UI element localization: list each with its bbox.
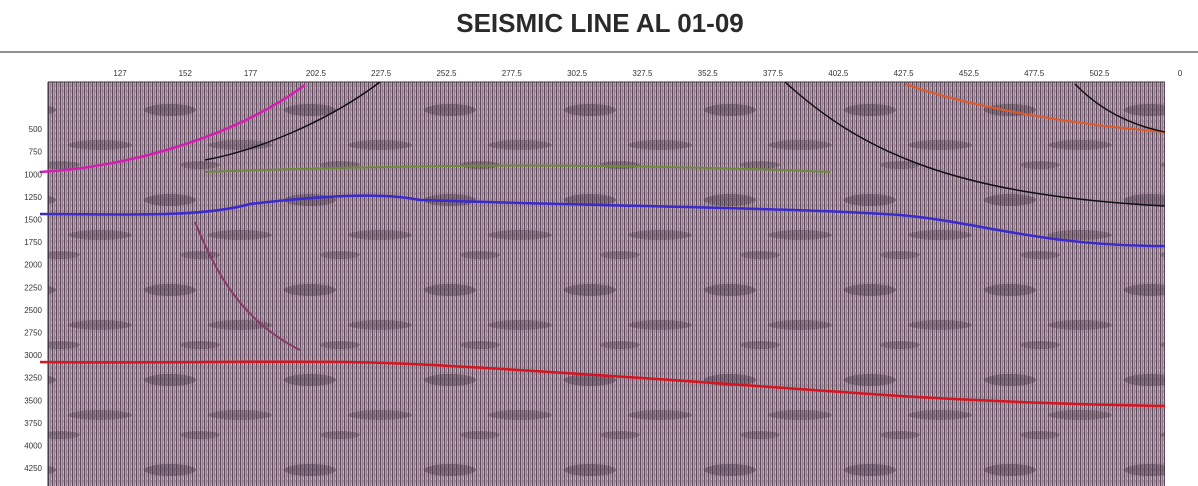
top-axis-label: 252.5 xyxy=(436,69,457,78)
top-axis-label: 327.5 xyxy=(632,69,653,78)
left-axis-label: 3500 xyxy=(24,396,42,405)
top-axis-label: 152 xyxy=(179,69,193,78)
fault-black-right xyxy=(784,81,1166,207)
left-axis-label: 1000 xyxy=(24,170,42,179)
left-axis-label: 2000 xyxy=(24,261,42,270)
horizon-orange xyxy=(904,83,1166,133)
top-axis-label: 352.5 xyxy=(698,69,719,78)
left-axis-label: 500 xyxy=(29,125,43,134)
horizon-blue xyxy=(39,194,1166,248)
fault-black-corner xyxy=(1074,83,1166,133)
left-axis-label: 2750 xyxy=(24,329,42,338)
fault-black xyxy=(204,81,381,161)
left-axis-label: 2500 xyxy=(24,306,42,315)
top-axis-label: 227.5 xyxy=(371,69,392,78)
left-axis-label: 3750 xyxy=(24,419,42,428)
top-axis-label: 477.5 xyxy=(1024,69,1045,78)
axes: 127 152 177 202.5 227.5 252.5 277.5 302.5 327.5 3… xyxy=(24,69,1183,473)
left-axis-label: 2250 xyxy=(24,283,42,292)
left-axis-label: 4250 xyxy=(24,464,42,473)
top-axis-label: 202.5 xyxy=(306,69,327,78)
top-axis-label: 502.5 xyxy=(1089,69,1110,78)
left-axis-label: 1750 xyxy=(24,238,42,247)
top-axis-label: 0 xyxy=(1178,69,1183,78)
horizon-red xyxy=(39,360,1166,408)
top-axis-label: 277.5 xyxy=(502,69,523,78)
top-axis-label: 177 xyxy=(244,69,258,78)
horizon-magenta xyxy=(39,83,306,174)
left-axis-label: 1250 xyxy=(24,193,42,202)
top-axis-label: 427.5 xyxy=(894,69,915,78)
top-axis-label: 452.5 xyxy=(959,69,980,78)
fault-purple xyxy=(194,221,301,351)
horizon-green xyxy=(204,164,831,173)
top-axis-label: 127 xyxy=(113,69,127,78)
left-axis-label: 4000 xyxy=(24,442,42,451)
top-axis-label: 302.5 xyxy=(567,69,588,78)
seismic-reflections xyxy=(48,82,1165,486)
top-axis-label: 402.5 xyxy=(828,69,849,78)
left-axis-label: 1500 xyxy=(24,216,42,225)
title: SEISMIC LINE AL 01-09 xyxy=(456,8,744,38)
left-axis-label: 750 xyxy=(29,148,43,157)
left-axis-label: 3250 xyxy=(24,374,42,383)
top-axis-label: 377.5 xyxy=(763,69,784,78)
left-axis-label: 3000 xyxy=(24,351,42,360)
